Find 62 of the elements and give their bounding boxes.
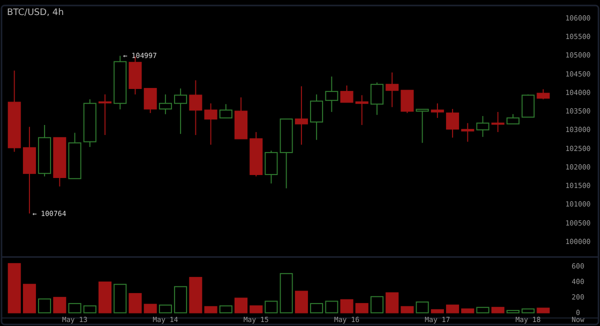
bar — [416, 302, 429, 314]
bar — [8, 263, 21, 314]
candlestick — [219, 104, 232, 118]
candlestick — [461, 122, 474, 142]
candlestick — [416, 108, 429, 144]
bar — [38, 298, 52, 314]
bar — [461, 308, 474, 314]
bar — [219, 305, 232, 314]
candlestick — [264, 150, 278, 184]
candlestick — [310, 94, 324, 140]
bar — [114, 284, 127, 314]
candlestick — [98, 94, 112, 136]
bar — [430, 309, 444, 314]
bar — [340, 299, 354, 314]
bar — [400, 306, 414, 314]
bar — [189, 276, 202, 314]
bar — [234, 298, 248, 314]
chart-title: BTC/USD, 4h — [7, 8, 64, 18]
candlestick — [204, 102, 218, 146]
bar — [68, 303, 82, 314]
candlestick — [522, 94, 535, 118]
candlestick — [476, 116, 490, 138]
candlestick — [325, 76, 338, 112]
bar — [506, 310, 520, 314]
bar — [128, 293, 142, 314]
bar — [98, 282, 112, 314]
bar — [250, 305, 263, 314]
bar — [491, 306, 504, 314]
bar — [280, 273, 293, 314]
candlestick — [491, 111, 504, 133]
bar — [325, 300, 338, 314]
bar — [204, 306, 218, 314]
bar — [264, 300, 278, 314]
bar — [158, 304, 172, 314]
candlestick — [189, 80, 202, 136]
bar — [294, 290, 308, 314]
candlestick — [294, 86, 308, 146]
bar — [144, 304, 157, 314]
candlestick — [446, 108, 460, 138]
bar — [83, 305, 96, 314]
candlestick — [340, 84, 354, 103]
candlestick — [430, 102, 444, 118]
bar — [310, 303, 324, 314]
candlestick — [158, 94, 172, 115]
bar — [476, 306, 490, 314]
bar — [370, 296, 384, 314]
bar — [446, 304, 460, 314]
candlestick — [174, 88, 188, 134]
candlestick — [144, 88, 157, 114]
candlestick — [386, 72, 399, 108]
bar — [22, 284, 36, 314]
candlestick — [355, 94, 368, 126]
bar — [522, 308, 535, 314]
candlestick — [536, 88, 550, 100]
candlestick — [506, 114, 520, 124]
bar — [53, 296, 66, 314]
bar — [355, 303, 368, 314]
bar — [386, 292, 399, 314]
bar — [536, 308, 550, 314]
bar — [174, 286, 188, 314]
candlestick — [400, 90, 414, 114]
candlestick — [370, 82, 384, 116]
